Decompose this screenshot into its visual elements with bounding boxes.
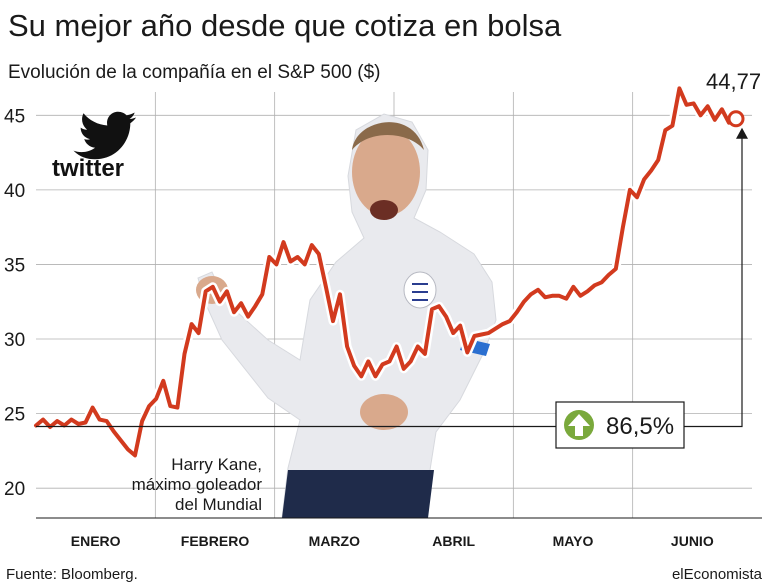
y-tick-label: 25	[4, 405, 25, 426]
growth-arrow-head	[736, 127, 748, 139]
x-tick-label-month: MAYO	[553, 533, 594, 549]
chart-title: Su mejor año desde que cotiza en bolsa	[8, 8, 562, 43]
brand-logo-text: elEconomista	[671, 566, 762, 583]
y-tick-label: 35	[4, 255, 25, 276]
line-chart: twitter 20 25 30 35 40 45 ENERO FEBRERO MARZO ABR…	[4, 69, 762, 549]
source-note: Fuente: Bloomberg.	[6, 566, 138, 583]
y-tick-label: 30	[4, 330, 25, 351]
end-point-marker	[727, 110, 745, 128]
y-tick-label: 20	[4, 479, 25, 500]
y-tick-label: 40	[4, 181, 25, 202]
up-arrow-icon	[568, 414, 590, 436]
caption-line-3: del Mundial	[175, 495, 262, 514]
twitter-bird-icon	[73, 111, 137, 160]
x-tick-label-month: MARZO	[309, 533, 360, 549]
caption-line-1: Harry Kane,	[171, 455, 262, 474]
y-tick-label: 45	[4, 106, 25, 127]
photo-caption: Harry Kane, máximo goleador del Mundial	[132, 455, 263, 514]
caption-line-2: máximo goleador	[132, 475, 263, 494]
series-line-price-stroke	[34, 86, 738, 458]
x-tick-label-month: ENERO	[71, 533, 121, 549]
x-tick-label-month: ABRIL	[432, 533, 475, 549]
axis-layer: 20 25 30 35 40 45 ENERO FEBRERO MARZO ABRIL MAYO JU…	[4, 106, 762, 549]
x-tick-label-month: FEBRERO	[181, 533, 250, 549]
annotation-layer: 44,77 86,5%	[36, 69, 761, 449]
growth-percent-label: 86,5%	[606, 413, 674, 440]
growth-arrow-line	[684, 136, 743, 428]
end-value-label: 44,77	[706, 69, 761, 94]
x-tick-label-month: JUNIO	[671, 533, 714, 549]
twitter-logo-text: twitter	[52, 155, 124, 182]
chart-subtitle: Evolución de la compañía en el S&P 500 (…	[8, 62, 381, 83]
